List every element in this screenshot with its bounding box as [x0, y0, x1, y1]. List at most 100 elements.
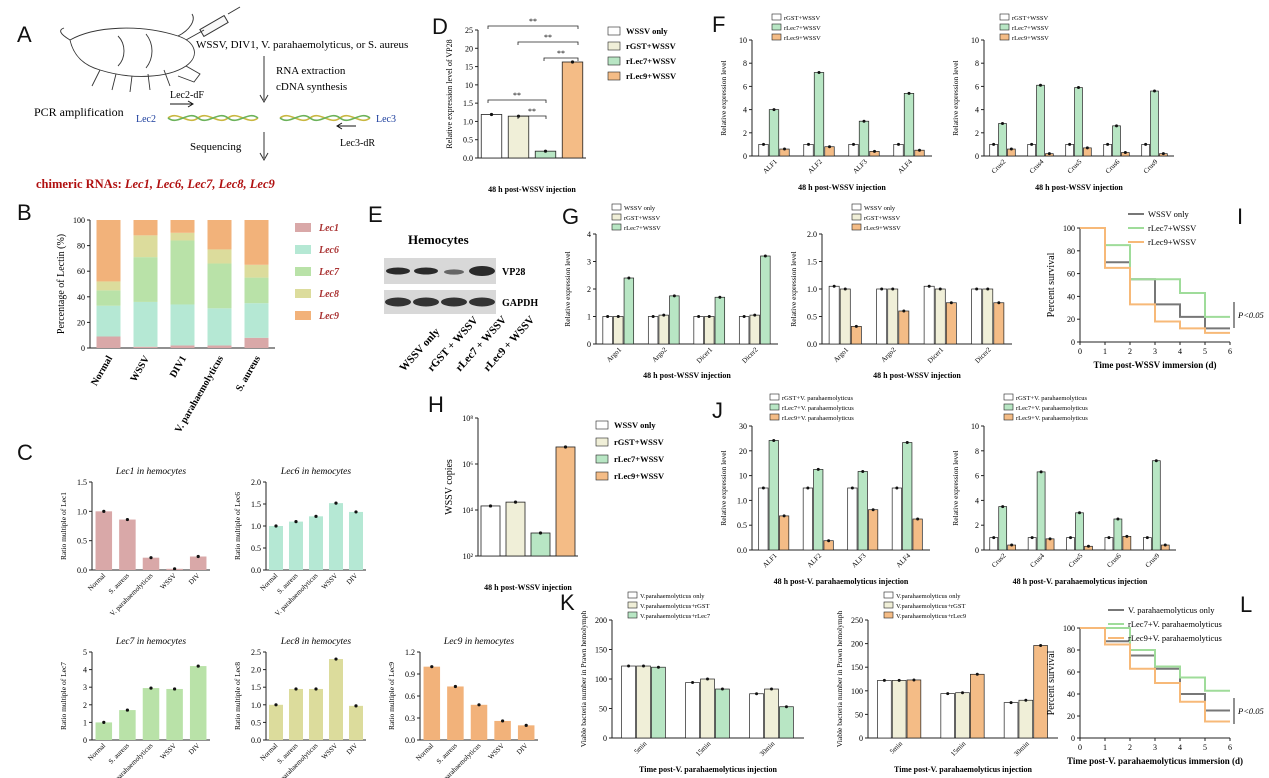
data-point — [828, 145, 831, 149]
significance-mark: ** — [513, 91, 521, 100]
y-axis-label: Relative expression level — [719, 450, 728, 525]
bar — [839, 288, 851, 345]
legend-label: Lec8 — [318, 289, 339, 300]
bar — [1122, 536, 1132, 551]
p-value-label: P<0.05 — [1237, 310, 1264, 320]
bar — [887, 288, 899, 345]
bar — [998, 506, 1008, 551]
y-tick-label: 20 — [77, 318, 85, 327]
x-tick-label: ALF2 — [806, 157, 824, 175]
significance-mark: ** — [544, 33, 552, 42]
legend-swatch — [999, 23, 1010, 31]
x-tick-label: WSSV — [159, 742, 178, 761]
arrow-down-icon — [259, 56, 269, 162]
bar — [1003, 702, 1019, 739]
bar — [623, 277, 635, 345]
x-axis-label: 48 h post-WSSV injection — [798, 183, 886, 192]
data-point — [817, 70, 821, 74]
y-tick-label: 0 — [603, 734, 607, 743]
data-point — [1161, 152, 1165, 156]
primer-arrows — [170, 100, 356, 130]
legend-swatch — [769, 393, 780, 401]
bar — [621, 665, 636, 739]
significance-bracket — [543, 57, 579, 61]
x-axis-label: 48 h post-WSSV injection — [873, 371, 961, 380]
bar — [309, 688, 323, 740]
legend-swatch — [595, 420, 609, 430]
bar — [494, 720, 511, 740]
panel-b-stacked-bar: 0 20 40 60 80 100 Percentage of Lectin (%) Norm… — [56, 216, 340, 435]
bar — [289, 521, 303, 570]
data-point — [938, 287, 942, 291]
significance-bracket — [517, 41, 579, 45]
y-tick-label: 150 — [595, 646, 607, 655]
x-axis-label: Time post-V. parahaemolyticus injection — [639, 765, 777, 774]
chimeric-prefix: chimeric RNAs: — [36, 177, 122, 191]
stack-segment — [207, 249, 232, 264]
bar — [685, 682, 700, 739]
panel-c3-bar: 0 1 2 3 4 5 Ratio multiple of Lec7 Lec7 in hemo… — [59, 637, 210, 778]
legend-swatch — [607, 71, 621, 81]
legend-label: Lec7 — [318, 267, 340, 278]
panel-c2-bar: 0.0 0.5 1.0 1.5 2.0 Ratio multiple of Lec6 Lec… — [233, 467, 366, 618]
panel-letter-i: I — [1237, 204, 1244, 229]
y-tick-label: 0.0 — [463, 154, 473, 163]
panel-j2-grouped-bar: 0 2 4 6 8 10 Relative expression level 48 h pos… — [951, 393, 1176, 586]
x-tick-label: Crus6 — [1104, 157, 1122, 175]
legend-swatch — [627, 611, 638, 619]
legend-label: rLec7+WSSV — [614, 454, 665, 464]
band-label-gapdh: GAPDH — [502, 298, 538, 309]
bar — [329, 659, 343, 740]
data-point — [1010, 543, 1014, 547]
data-point — [606, 315, 610, 318]
bar — [470, 704, 488, 740]
data-point — [672, 294, 676, 298]
bar — [507, 115, 530, 159]
bar — [480, 114, 503, 159]
data-point — [873, 149, 876, 153]
y-tick-label: 2 — [83, 701, 87, 710]
data-point — [697, 315, 701, 318]
lec2-primer-label: Lec2-dF — [170, 90, 204, 101]
x-tick-label: Argo1 — [832, 345, 851, 364]
legend-label: WSSV only — [1148, 209, 1189, 219]
y-tick-label: 0.3 — [405, 714, 415, 723]
bar — [923, 285, 935, 345]
legend-label: rLec9+WSSV — [1012, 35, 1049, 42]
data-point — [897, 142, 900, 146]
panel-letter-g: G — [562, 204, 580, 229]
legend-swatch — [851, 213, 862, 221]
bar — [1036, 84, 1045, 157]
data-point — [854, 324, 858, 328]
x-tick-label: 0 — [1078, 347, 1082, 356]
data-point — [720, 687, 724, 691]
data-point — [1024, 698, 1028, 702]
x-tick-label: ALF3 — [850, 551, 868, 569]
bar — [847, 487, 858, 551]
data-point — [907, 91, 911, 95]
y-tick-label: 3 — [587, 258, 591, 267]
x-tick-label: Normal — [89, 354, 115, 388]
panel-letter-l: L — [1240, 592, 1253, 617]
y-tick-label: 80 — [77, 242, 85, 251]
panel-letter-h: H — [428, 392, 444, 417]
stack-segment — [244, 264, 269, 278]
x-tick-label: Dicer2 — [974, 345, 993, 364]
bar — [768, 440, 779, 551]
data-point — [807, 142, 810, 146]
data-point — [1039, 643, 1043, 647]
stack-segment — [96, 281, 121, 291]
bar — [700, 678, 715, 739]
legend-swatch — [295, 311, 311, 320]
stack-segment — [170, 232, 195, 241]
legend-label: rLec7+V. parahaemolyticus — [1016, 405, 1088, 412]
x-axis-label: Time post-V. parahaemolyticus injection — [894, 765, 1032, 774]
data-point — [880, 287, 884, 291]
y-tick-label: 0 — [859, 734, 863, 743]
legend-label: rLec9+V. parahaemolyticus — [782, 415, 854, 422]
y-axis-label: Ratio multiple of Lec1 — [59, 492, 68, 560]
x-tick-label: 2 — [1128, 347, 1132, 356]
y-tick-label: 4 — [743, 106, 747, 115]
x-tick-label: Normal — [86, 572, 107, 593]
bar — [1065, 144, 1074, 157]
